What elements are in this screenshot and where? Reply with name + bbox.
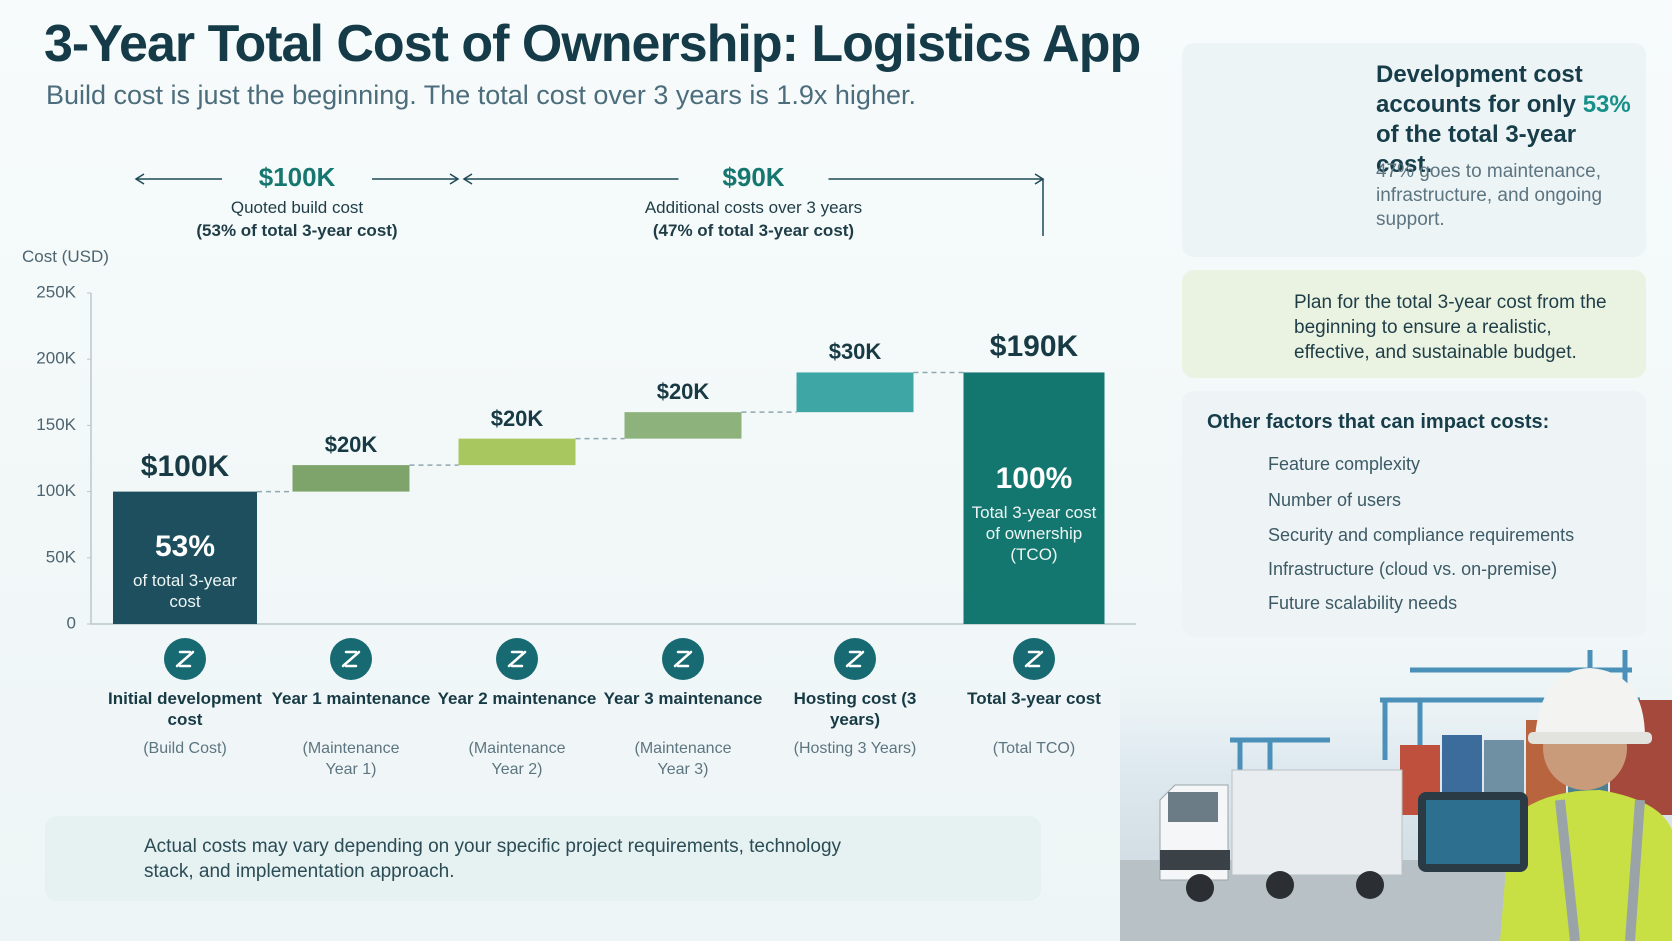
value-label: $30K	[828, 339, 882, 365]
category-note: (Total TCO)	[992, 740, 1076, 757]
summary-heading: Development cost accounts for only 53% o…	[1376, 60, 1636, 180]
bracket-label: Additional costs over 3 years	[644, 198, 863, 217]
title: 3-Year Total Cost of Ownership: Logistic…	[44, 15, 1141, 73]
bar	[963, 372, 1105, 624]
category-note: (Build Cost)	[143, 740, 227, 757]
category-icon-glyph	[845, 650, 865, 668]
bracket-note: (53% of total 3-year cost)	[196, 221, 398, 240]
footnote-text: Actual costs may vary depending on your …	[144, 836, 842, 882]
category-label: Year 1 maintenance	[271, 689, 431, 708]
footnote-panel	[45, 816, 1041, 901]
factor-item: Feature complexity	[1268, 454, 1421, 474]
tip-panel	[1182, 270, 1646, 378]
factors-panel	[1182, 391, 1646, 637]
y-tick-label: 100K	[36, 481, 76, 500]
value-label: $20K	[656, 379, 710, 405]
category-label: Year 3 maintenance	[603, 689, 763, 708]
category-note: (Hosting 3 Years)	[793, 740, 917, 757]
value-label: $100K	[140, 449, 230, 483]
category-note: (Maintenance Year 2)	[468, 740, 566, 778]
category-note: (Maintenance Year 3)	[634, 740, 732, 778]
bracket-label: Quoted build cost	[230, 198, 364, 217]
category-icon-glyph	[1024, 650, 1044, 668]
bar-annotation-text: Total 3-year cost of ownership (TCO)	[971, 503, 1097, 565]
bracket-amount: $100K	[258, 162, 336, 192]
tip-text: Plan for the total 3-year cost from the …	[1294, 292, 1607, 363]
summary-panel	[1182, 43, 1646, 257]
category-icon-glyph	[175, 650, 195, 668]
value-label: $190K	[989, 330, 1079, 364]
category-label: Year 2 maintenance	[437, 689, 597, 708]
y-tick-label: 250K	[36, 282, 76, 301]
y-axis-title: Cost (USD)	[22, 247, 109, 266]
bar	[292, 465, 410, 492]
category-label: Hosting cost (3 years)	[793, 689, 917, 729]
truck	[1159, 769, 1403, 902]
heading-part: of the total 3-year cost.	[1376, 121, 1577, 178]
bracket-note: (47% of total 3-year cost)	[652, 221, 855, 240]
factors-title: Other factors that can impact costs:	[1207, 411, 1550, 433]
factor-item: Security and compliance requirements	[1268, 525, 1575, 545]
bracket-amount: $90K	[722, 162, 785, 192]
bar	[458, 438, 576, 466]
category-icon-glyph	[507, 650, 527, 668]
category-icon-glyph	[673, 650, 693, 668]
bar	[113, 491, 257, 624]
value-label: $20K	[324, 432, 378, 458]
photo-illustration	[1120, 640, 1672, 941]
heading-part: Development cost accounts for only	[1376, 61, 1583, 118]
bar-annotation-headline: 53%	[154, 529, 216, 563]
bar-annotation-headline: 100%	[995, 462, 1073, 496]
worker	[1418, 668, 1672, 941]
bracket-arrow	[134, 173, 460, 185]
factor-item: Number of users	[1268, 490, 1402, 510]
factor-item: Future scalability needs	[1268, 593, 1458, 613]
heading-highlight: 53%	[1582, 91, 1631, 118]
bar	[796, 372, 914, 413]
y-tick-label: 50K	[46, 547, 77, 566]
y-tick-label: 0	[67, 613, 76, 632]
subtitle: Build cost is just the beginning. The to…	[46, 80, 916, 110]
value-label: $20K	[490, 405, 544, 431]
y-tick-label: 200K	[36, 349, 76, 368]
category-label: Initial development cost	[108, 689, 262, 729]
y-tick-label: 150K	[36, 415, 76, 434]
category-label: Total 3-year cost	[967, 689, 1101, 708]
factor-item: Infrastructure (cloud vs. on-premise)	[1268, 559, 1558, 579]
bar-annotation-text: of total 3-year cost	[133, 570, 237, 611]
category-note: (Maintenance Year 1)	[302, 740, 400, 778]
summary-text: 47% goes to maintenance, infrastructure,…	[1376, 161, 1603, 230]
category-icon-glyph	[341, 650, 361, 668]
bar	[624, 412, 742, 439]
